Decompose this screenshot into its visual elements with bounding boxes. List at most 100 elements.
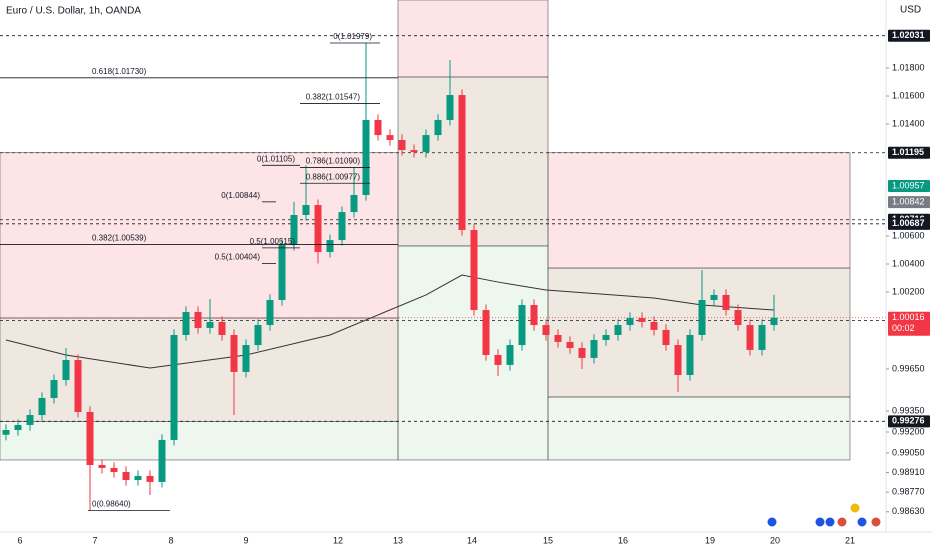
candle-body: [338, 212, 346, 241]
level-label-bg: [888, 415, 930, 428]
event-icons: [766, 502, 882, 528]
candle-body: [674, 345, 682, 376]
candle-body: [746, 325, 754, 350]
x-tick-label: 16: [618, 535, 628, 545]
candle-body: [134, 475, 142, 480]
candle-body: [254, 325, 262, 346]
level-label-bg: [888, 146, 930, 159]
y-tick-label: 0.98770: [892, 487, 925, 497]
price-axis-bg: [886, 0, 932, 550]
level-label-bg: [888, 29, 930, 42]
candle-body: [314, 205, 322, 252]
candle-body: [158, 439, 166, 482]
y-tick-label: 1.00400: [892, 258, 925, 268]
y-tick-label: 0.98910: [892, 467, 925, 477]
candle-body: [494, 354, 502, 365]
fib-label: 0.618(1.01730): [92, 67, 147, 76]
candle-body: [14, 424, 22, 431]
candle-body: [446, 95, 454, 120]
x-tick-label: 14: [467, 535, 477, 545]
candle-body: [290, 215, 298, 245]
x-tick-label: 15: [543, 535, 553, 545]
candle-body: [194, 312, 202, 328]
fib-label: 0.886(1.00977): [306, 172, 361, 181]
candle-body: [698, 299, 706, 335]
fib-label: 0.5(1.00515): [250, 237, 296, 246]
zone-band: [0, 421, 399, 461]
fib-label: 0.382(1.01547): [306, 93, 361, 102]
moving-average: [5, 274, 775, 369]
x-tick-label: 6: [17, 535, 22, 545]
level-label: 1.02031: [892, 30, 925, 40]
candle-body: [722, 294, 730, 311]
fib-label: 0(0.98640): [92, 499, 131, 508]
y-tick-label: 1.01400: [892, 118, 925, 128]
candle-body: [26, 415, 34, 425]
x-tick-label: 8: [168, 535, 173, 545]
candle-body: [2, 430, 10, 435]
candle-body: [638, 318, 646, 322]
candle-body: [230, 334, 238, 372]
candle-body: [578, 347, 586, 358]
x-tick-label: 9: [243, 535, 248, 545]
y-tick-label: 1.00600: [892, 230, 925, 240]
candle-body: [506, 345, 514, 365]
fib-label: 0(1.01979): [333, 32, 372, 41]
price-label-bg: [888, 311, 930, 336]
fib-label: 0(1.00844): [221, 191, 260, 200]
x-tick-label: 21: [845, 535, 855, 545]
level-label-bg: [888, 217, 930, 230]
candle-body: [170, 334, 178, 440]
fib-label: 0(1.01105): [257, 154, 295, 163]
candle-body: [266, 299, 274, 326]
y-tick-label: 1.01800: [892, 62, 925, 72]
candle-body: [530, 305, 538, 326]
x-tick-label: 20: [770, 535, 780, 545]
candle-body: [758, 325, 766, 350]
candle-body: [662, 329, 670, 346]
price-label: 1.00842: [892, 197, 925, 207]
countdown: 00:02: [892, 323, 915, 333]
annotations: 0.618(1.01730) 0.382(1.00539) 0(0.98640) 0(…: [0, 32, 398, 511]
candle-body: [650, 321, 658, 330]
x-tick-label: 19: [705, 535, 715, 545]
candle-body: [482, 310, 490, 355]
candle-body: [242, 345, 250, 372]
candle-body: [590, 340, 598, 358]
candle-body: [326, 240, 334, 252]
candle-body: [770, 317, 778, 326]
axis: 1.01800 1.01600 1.01400 1.00600 1.00400 1.002…: [17, 29, 930, 545]
candle-body: [50, 380, 58, 398]
y-tick-label: 1.00200: [892, 286, 925, 296]
zone-band: [547, 152, 851, 269]
candle-body: [554, 334, 562, 342]
candle-body: [470, 229, 478, 311]
candle-body: [218, 321, 226, 335]
candle-body: [206, 321, 214, 328]
candle-body: [182, 312, 190, 335]
candle-body: [614, 325, 622, 335]
y-tick-label: 0.98630: [892, 506, 925, 516]
candle-body: [110, 467, 118, 473]
x-tick-label: 7: [92, 535, 97, 545]
candle-body: [710, 294, 718, 300]
chart-title: Euro / U.S. Dollar, 1h, OANDA: [6, 6, 141, 17]
candle-body: [410, 150, 418, 153]
candle-body: [386, 135, 394, 140]
candle-body: [302, 205, 310, 216]
candle-body: [86, 411, 94, 466]
zone-band: [0, 152, 399, 319]
y-tick-label: 0.99050: [892, 447, 925, 457]
price-label-bg: [888, 180, 930, 193]
level-label: 0.99276: [892, 416, 925, 426]
price-label: 1.00957: [892, 180, 925, 190]
fib-label: 0.382(1.00539): [92, 234, 147, 243]
price-label: 1.00016: [892, 312, 925, 322]
level-label: 1.00687: [892, 218, 925, 228]
y-tick-label: 0.99650: [892, 363, 925, 373]
candles: [2, 42, 778, 511]
candle-body: [626, 318, 634, 326]
candle-body: [98, 465, 106, 468]
candle-body: [602, 334, 610, 341]
